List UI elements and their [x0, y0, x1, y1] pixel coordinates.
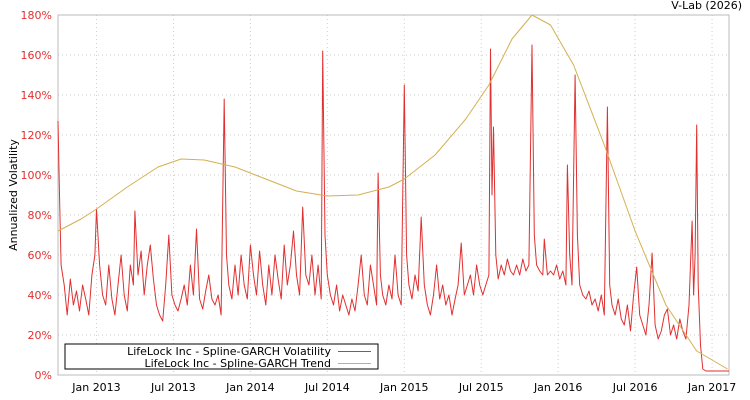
y-tick-label: 20%: [28, 329, 52, 342]
x-tick-label: Jan 2013: [71, 381, 120, 394]
y-tick-label: 80%: [28, 209, 52, 222]
legend: LifeLock Inc - Spline-GARCH Volatility L…: [64, 343, 379, 370]
y-tick-label: 180%: [21, 9, 52, 22]
x-tick-label: Jan 2015: [379, 381, 428, 394]
trend-series-line: [57, 14, 728, 370]
legend-label-trend: LifeLock Inc - Spline-GARCH Trend: [144, 357, 331, 370]
x-tick-label: Jul 2013: [150, 381, 196, 394]
x-tick-label: Jan 2017: [687, 381, 736, 394]
x-tick-label: Jul 2014: [304, 381, 350, 394]
x-tick-label: Jan 2014: [225, 381, 274, 394]
x-tick-label: Jul 2016: [612, 381, 658, 394]
y-tick-label: 100%: [21, 169, 52, 182]
x-tick-label: Jan 2016: [533, 381, 582, 394]
plot-area-border: [57, 14, 730, 376]
volatility-series-line: [57, 44, 729, 372]
legend-label-volatility: LifeLock Inc - Spline-GARCH Volatility: [127, 345, 331, 358]
y-axis-label: Annualized Volatility: [7, 139, 20, 251]
y-tick-label: 140%: [21, 89, 52, 102]
y-tick-label: 0%: [35, 369, 52, 382]
y-tick-label: 40%: [28, 289, 52, 302]
y-tick-label: 160%: [21, 49, 52, 62]
x-tick-label: Jul 2015: [458, 381, 504, 394]
y-tick-label: 120%: [21, 129, 52, 142]
credit-label: V-Lab (2026): [671, 0, 742, 12]
y-tick-label: 60%: [28, 249, 52, 262]
